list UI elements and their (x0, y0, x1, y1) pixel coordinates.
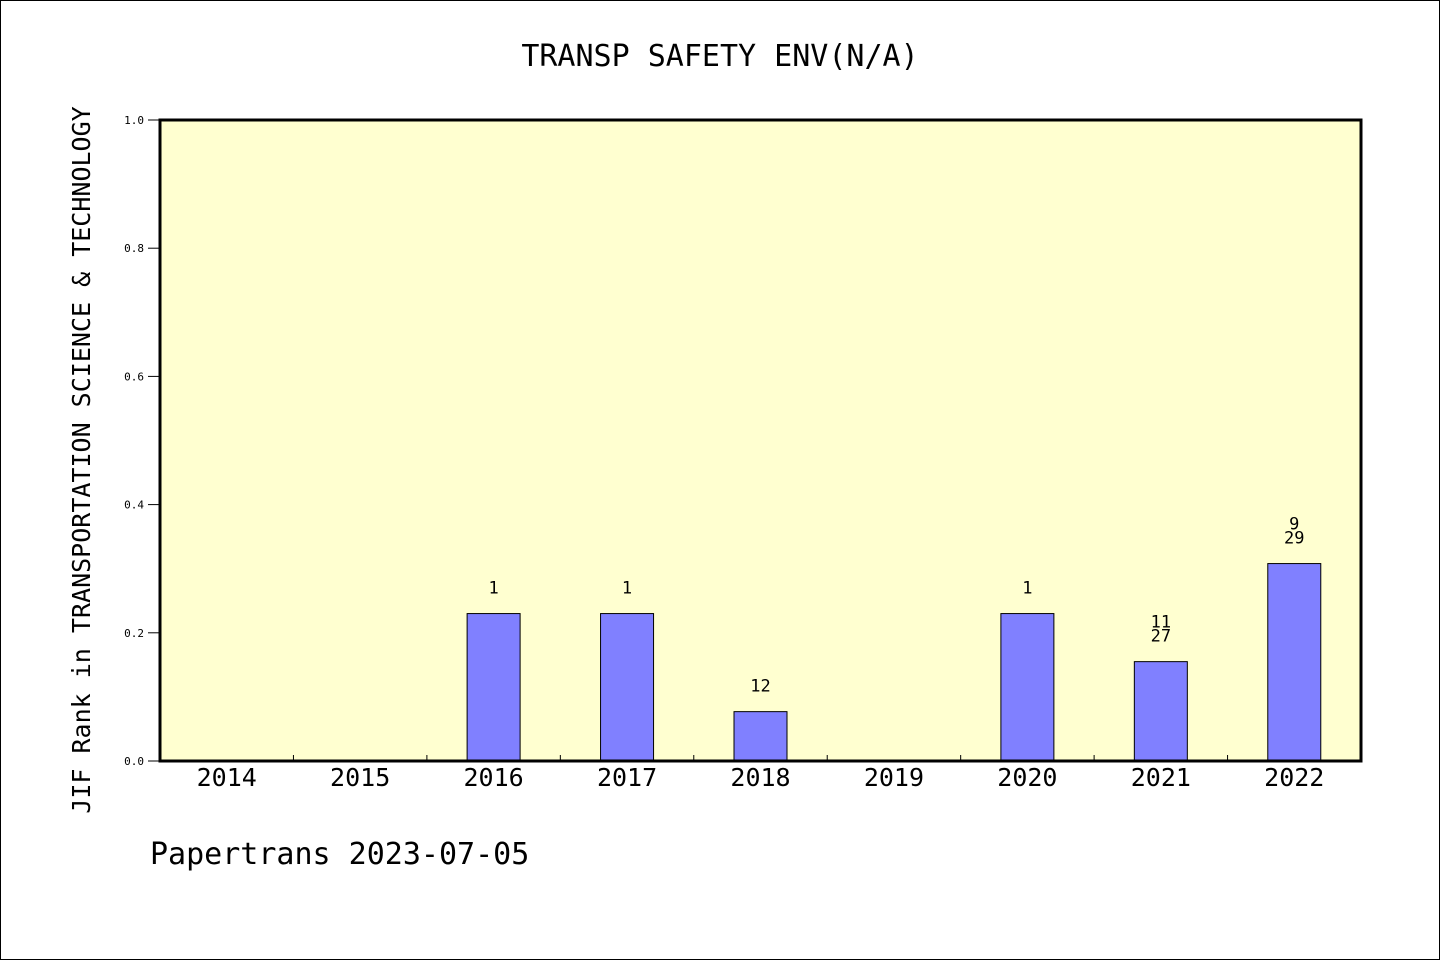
bar-data-label: 1 (1022, 579, 1032, 599)
bar (1000, 613, 1055, 762)
x-tick-label: 2018 (730, 763, 790, 792)
bar-data-label: 27 (1151, 627, 1171, 647)
bar-data-label: 1 (622, 579, 632, 599)
bar-data-label: 12 (750, 677, 770, 697)
plot-border (158, 118, 1363, 763)
footer-credit: Papertrans 2023-07-05 (150, 837, 529, 872)
bars (466, 563, 1322, 762)
x-axis: 2014 2015 2016 2017 2018 2019 2020 2021 2022 (197, 755, 1324, 792)
bar (466, 613, 521, 762)
bar-data-label: 9 (1289, 515, 1299, 535)
bar (733, 711, 788, 762)
bar-data-label: 11 (1151, 613, 1171, 633)
chart-title: TRANSP SAFETY ENV(N/A) (521, 39, 918, 74)
y-tick-label: 1.0 (124, 114, 144, 127)
x-tick-label: 2020 (997, 763, 1057, 792)
bar-data-label: 29 (1284, 529, 1304, 549)
x-tick-label: 2016 (464, 763, 524, 792)
y-tick-label: 0.8 (124, 242, 144, 255)
bar (1267, 563, 1322, 762)
x-tick-label: 2014 (197, 763, 257, 792)
x-tick-label: 2017 (597, 763, 657, 792)
x-tick-label: 2019 (864, 763, 924, 792)
plot-area (160, 120, 1361, 761)
x-tick-label: 2022 (1264, 763, 1324, 792)
y-axis: 0.0 0.2 0.4 0.6 0.8 1.0 (124, 114, 160, 768)
y-tick-label: 0.4 (124, 499, 144, 512)
y-tick-label: 0.2 (124, 627, 144, 640)
bar (600, 613, 655, 762)
bar (1133, 661, 1188, 762)
bar-data-label: 1 (488, 579, 498, 599)
y-tick-label: 0.0 (124, 755, 144, 768)
x-tick-label: 2021 (1131, 763, 1191, 792)
y-axis-label: JIF Rank in TRANSPORTATION SCIENCE & TEC… (67, 106, 96, 813)
y-tick-label: 0.6 (124, 370, 144, 383)
x-tick-label: 2015 (330, 763, 390, 792)
